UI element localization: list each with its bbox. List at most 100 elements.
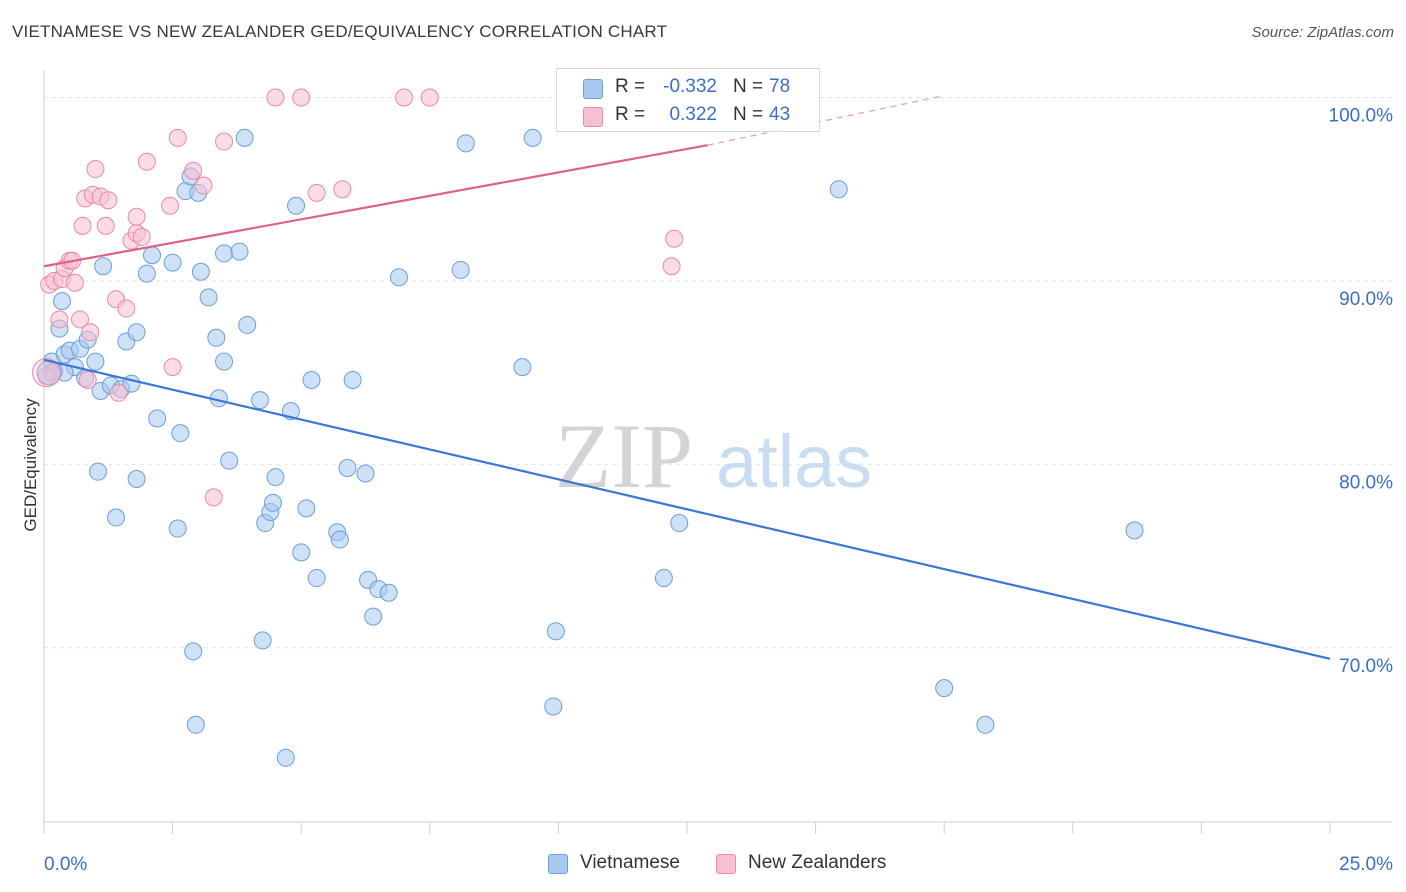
data-point	[191, 262, 210, 281]
data-point	[976, 715, 995, 734]
data-point	[99, 191, 118, 210]
data-point	[89, 462, 108, 481]
watermark-zip: ZIP	[555, 405, 693, 507]
legend-r-label: R =	[615, 104, 646, 125]
legend-swatch-new-zealanders	[583, 107, 603, 127]
series-new-zealanders	[37, 88, 684, 507]
legend-n-value: 43	[769, 104, 791, 125]
legend-r-value: 0.322	[669, 104, 717, 125]
data-point	[251, 391, 270, 410]
data-point	[356, 464, 375, 483]
data-point	[307, 569, 326, 588]
data-point	[186, 715, 205, 734]
data-point	[148, 409, 167, 428]
series-swatch-vietnamese	[548, 854, 568, 874]
data-point	[199, 288, 218, 307]
data-point	[73, 216, 92, 235]
data-point	[513, 358, 532, 377]
data-point	[163, 253, 182, 272]
data-point	[287, 196, 306, 215]
series-legend: Vietnamese New Zealanders	[0, 852, 1406, 878]
data-point	[235, 128, 254, 147]
data-point	[330, 530, 349, 549]
data-point	[171, 424, 190, 443]
data-point	[292, 543, 311, 562]
legend-n-value: 78	[769, 76, 791, 97]
data-point	[143, 246, 162, 265]
legend-n-label: N =	[733, 104, 764, 125]
data-points	[32, 88, 1144, 767]
data-point	[307, 183, 326, 202]
trend-line	[43, 144, 708, 268]
trend-line-extension	[707, 95, 945, 146]
data-point	[127, 207, 146, 226]
source-label: Source: ZipAtlas.com	[1251, 24, 1394, 41]
data-point	[935, 679, 954, 698]
data-point	[654, 569, 673, 588]
axes	[43, 70, 1392, 834]
data-point	[107, 508, 126, 527]
data-point	[544, 697, 563, 716]
data-point	[266, 468, 285, 487]
data-point	[420, 88, 439, 107]
trend-lines	[43, 95, 1331, 660]
data-point	[137, 264, 156, 283]
data-point	[364, 607, 383, 626]
data-point	[670, 514, 689, 533]
grid-lines	[44, 97, 1392, 649]
y-tick-label: 100.0%	[1329, 106, 1394, 127]
data-point	[50, 310, 69, 329]
legend-row-vietnamese: R = -0.332 N = 78	[557, 73, 819, 101]
data-point	[127, 470, 146, 489]
data-point	[215, 352, 234, 371]
data-point	[184, 642, 203, 661]
data-point	[276, 748, 295, 767]
data-point	[230, 242, 249, 261]
data-point	[662, 257, 681, 276]
legend-r-value: -0.332	[663, 76, 717, 97]
data-point	[117, 299, 136, 318]
data-point-cluster	[32, 358, 62, 388]
x-tick-label: 25.0%	[1339, 854, 1393, 875]
data-point	[338, 459, 357, 478]
data-point	[163, 358, 182, 377]
data-point	[451, 260, 470, 279]
data-point	[137, 152, 156, 171]
data-point	[829, 180, 848, 199]
data-point	[127, 323, 146, 342]
data-point	[86, 160, 105, 179]
data-point	[78, 370, 97, 389]
data-point	[343, 370, 362, 389]
data-point	[194, 176, 213, 195]
data-point	[132, 227, 151, 246]
data-point	[523, 128, 542, 147]
data-point	[1125, 521, 1144, 540]
data-point	[238, 315, 257, 334]
y-tick-label: 80.0%	[1339, 472, 1393, 493]
tick-labels: 100.0% 90.0% 80.0% 70.0% 0.0% 25.0%	[44, 106, 1393, 875]
data-point	[168, 128, 187, 147]
data-point	[168, 519, 187, 538]
legend-n-label: N =	[733, 76, 764, 97]
data-point	[184, 161, 203, 180]
data-point	[161, 196, 180, 215]
trend-line	[43, 358, 1331, 660]
data-point	[456, 134, 475, 153]
legend-swatch-vietnamese	[583, 79, 603, 99]
legend-r-label: R =	[615, 76, 646, 97]
data-point	[86, 352, 105, 371]
data-point	[215, 132, 234, 151]
data-point	[333, 180, 352, 199]
data-point	[96, 216, 115, 235]
data-point	[297, 499, 316, 518]
chart-title: VIETNAMESE VS NEW ZEALANDER GED/EQUIVALE…	[12, 22, 668, 41]
data-point	[220, 451, 239, 470]
watermark-atlas: atlas	[716, 420, 872, 503]
data-point	[109, 383, 128, 402]
data-point	[215, 244, 234, 263]
watermark: ZIP atlas	[555, 405, 872, 507]
data-point	[546, 622, 565, 641]
series-label-vietnamese: Vietnamese	[580, 852, 680, 873]
data-point	[81, 323, 100, 342]
